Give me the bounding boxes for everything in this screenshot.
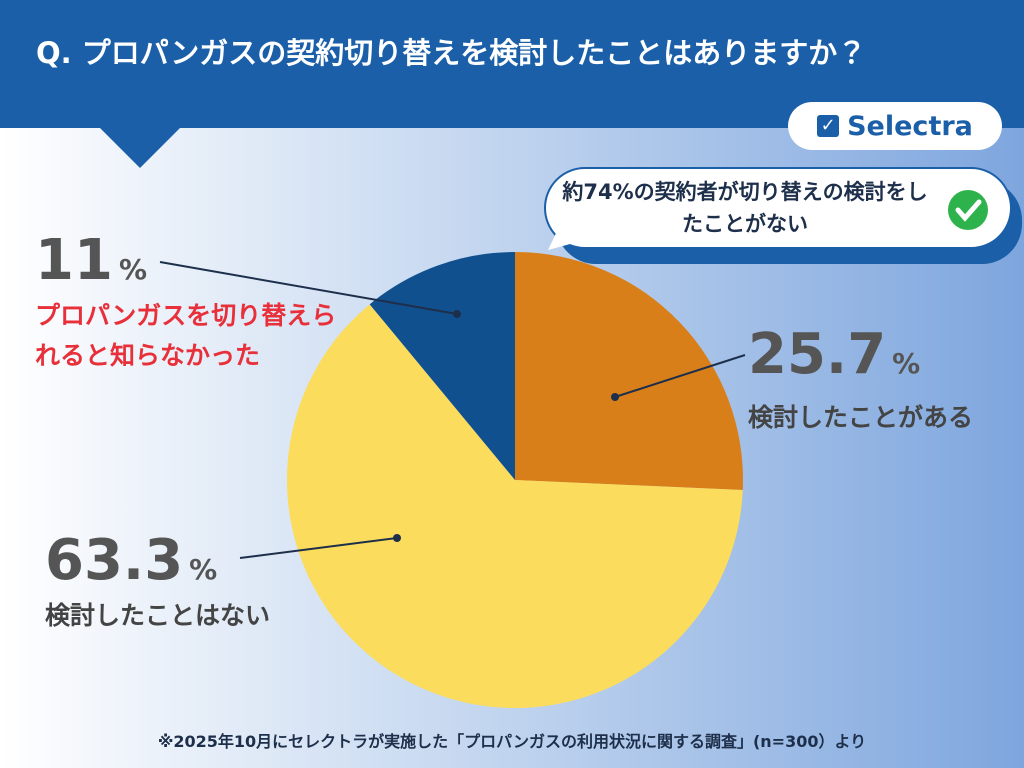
callout-box xyxy=(544,167,1012,249)
header-pointer xyxy=(100,128,180,168)
pie-slice xyxy=(515,252,743,491)
callout-tail xyxy=(548,225,585,250)
category-label: 検討したことはない xyxy=(45,601,271,630)
brand-name: Selectra xyxy=(847,110,973,142)
footnote: ※2025年10月にセレクトラが実施した「プロパンガスの利用状況に関する調査」(… xyxy=(157,732,867,751)
check-mark xyxy=(955,199,982,222)
brand-logo: ✓ Selectra xyxy=(788,102,1002,150)
category-label: プロパンガスを切り替えられると知らなかった xyxy=(35,301,337,370)
value-label: 11% xyxy=(35,228,147,293)
leader-dot xyxy=(453,310,461,318)
category-label: 検討したことがある xyxy=(748,403,974,432)
pie-slice xyxy=(369,252,515,480)
leader-dot xyxy=(393,534,401,542)
leader-line xyxy=(614,354,746,398)
value-label: 25.7% xyxy=(748,322,921,387)
check-icon xyxy=(948,190,988,230)
title: Q. プロパンガスの契約切り替えを検討したことはありますか？ xyxy=(36,36,867,70)
leader-line xyxy=(239,537,398,559)
pie-slice xyxy=(286,304,743,708)
leader-dot xyxy=(611,393,619,401)
callout-text: 約74%の契約者が切り替えの検討をしたことがない xyxy=(562,180,928,236)
leader-line xyxy=(159,261,458,315)
value-label: 63.3% xyxy=(45,528,218,593)
